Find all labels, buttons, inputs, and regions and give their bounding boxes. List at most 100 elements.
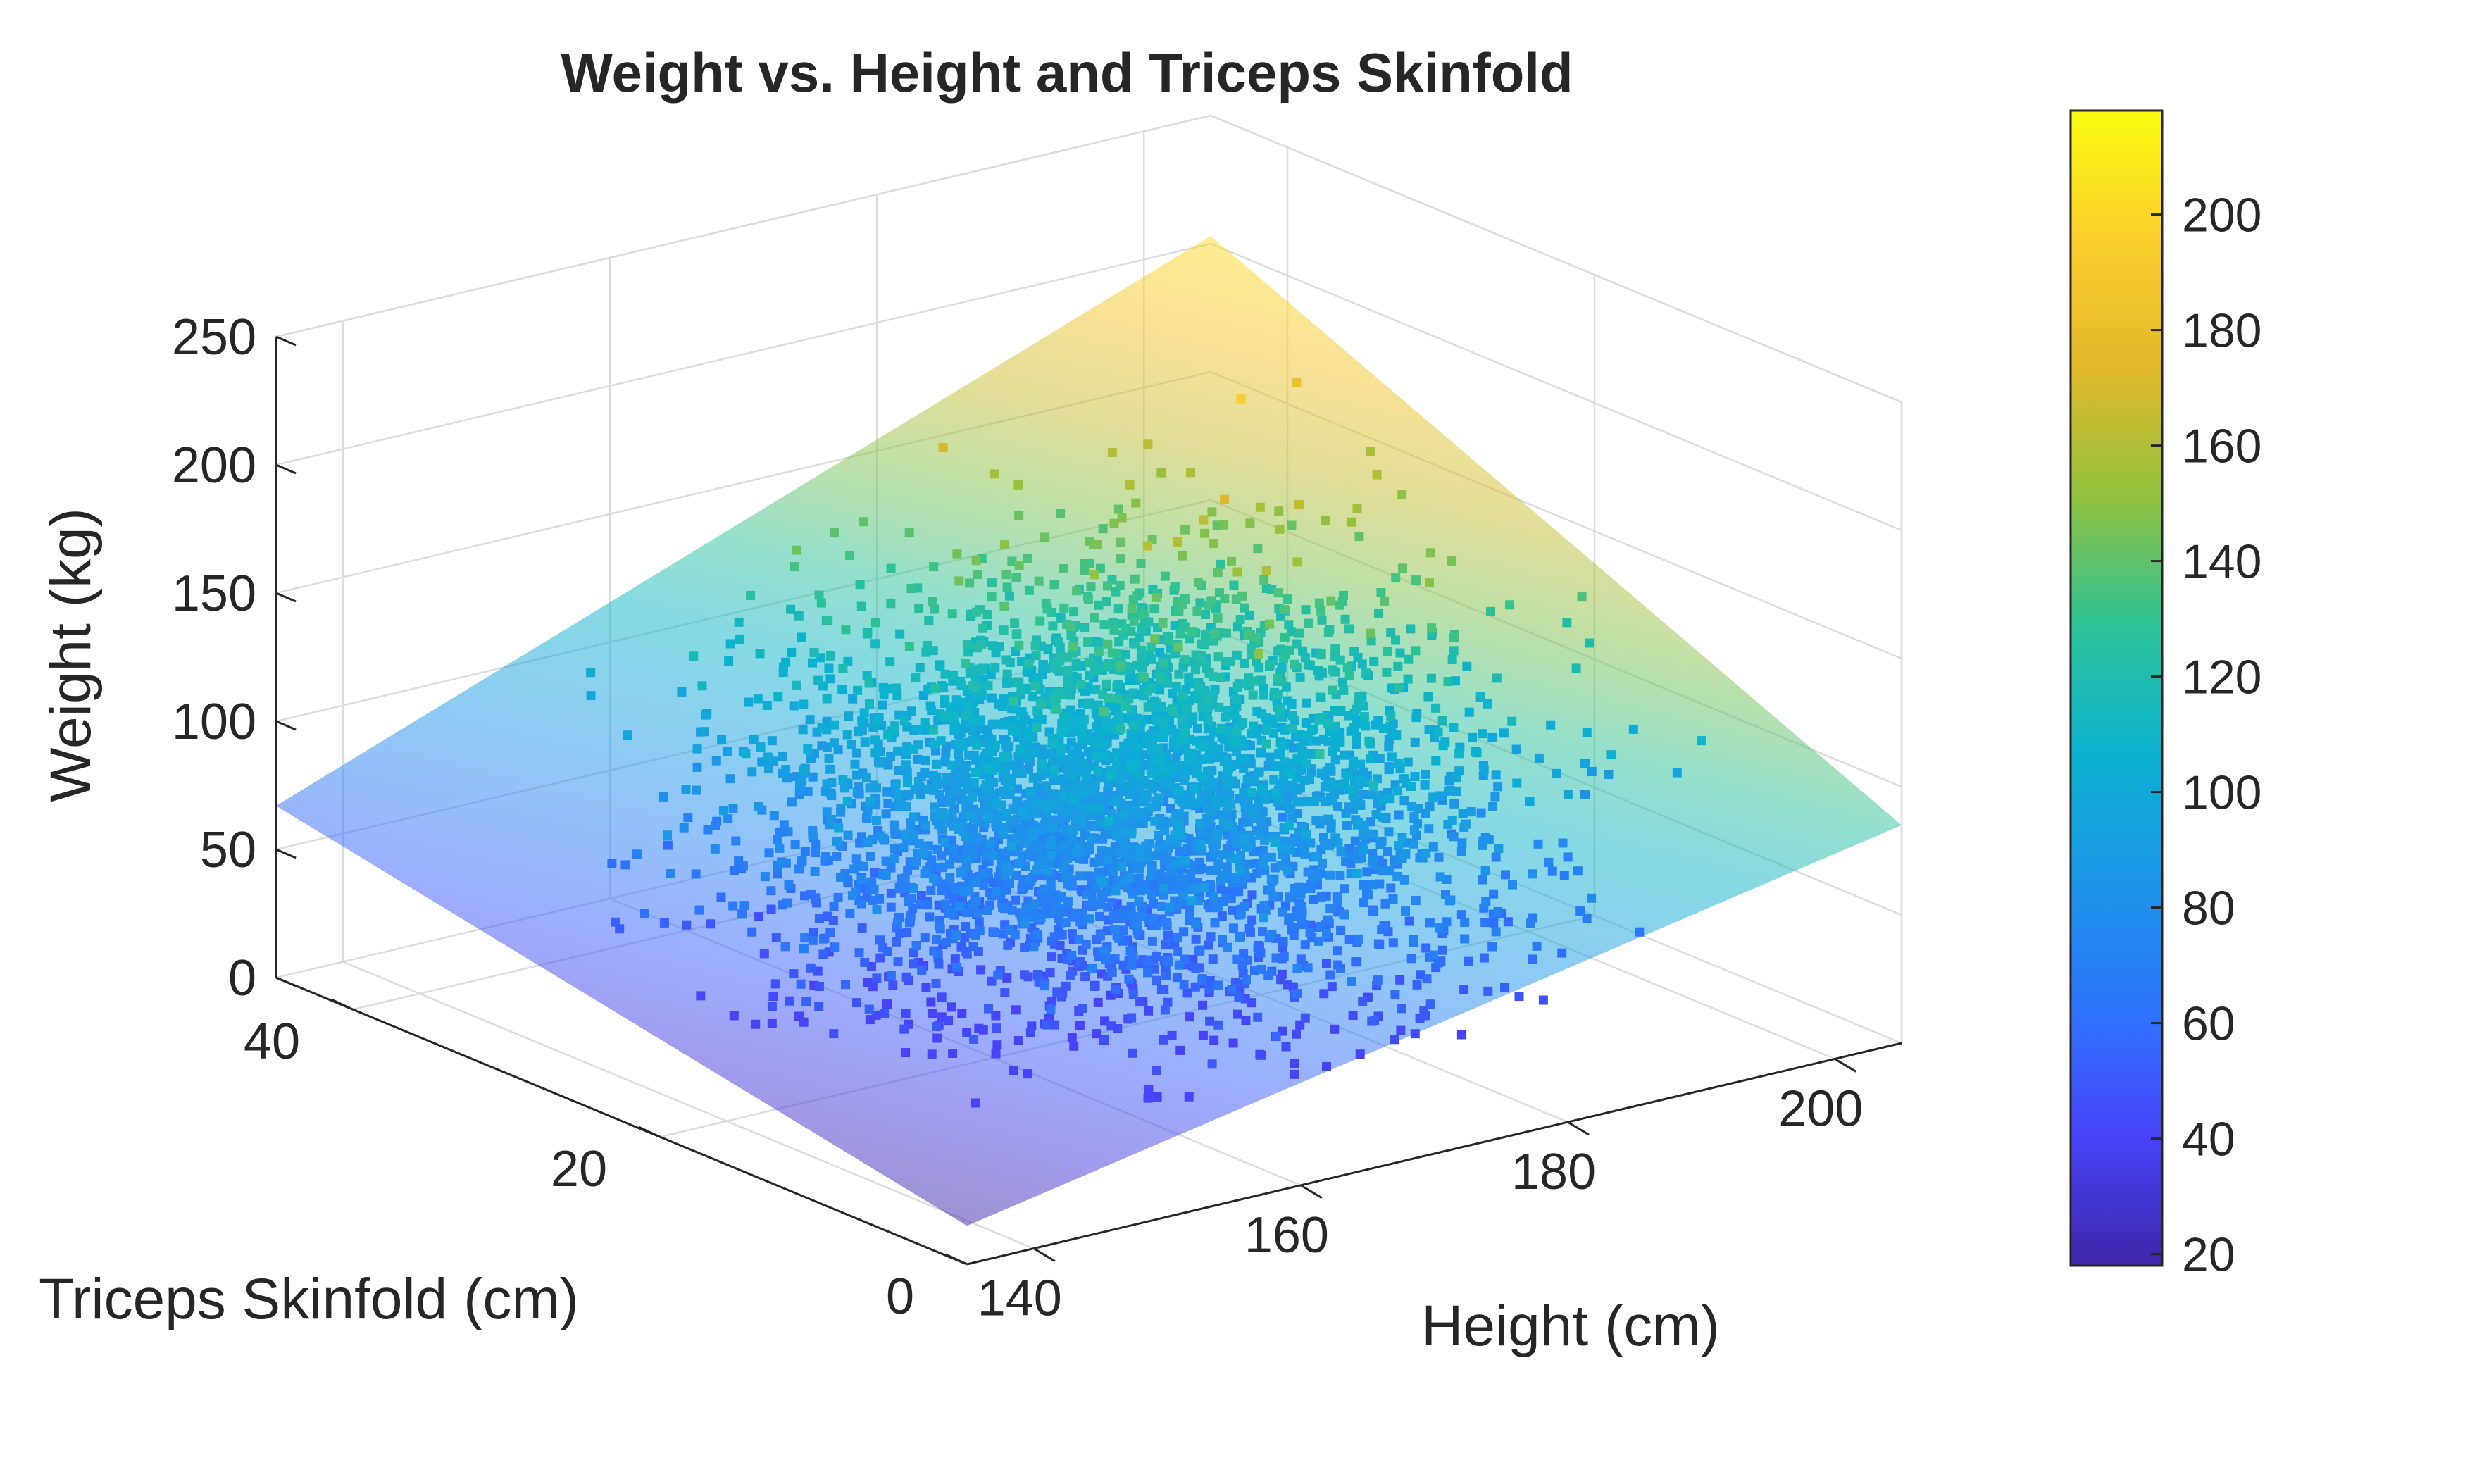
scatter-point [1056,651,1066,661]
scatter-point [810,867,820,876]
scatter-point [1230,873,1240,883]
scatter-point [1444,896,1454,906]
x-tick [1033,1247,1056,1262]
scatter-point [1425,548,1435,558]
scatter-point [1011,727,1021,737]
scatter-point [960,887,970,897]
scatter-point [1131,742,1141,752]
scatter-point [913,754,923,764]
scatter-point [859,517,868,527]
scatter-point [1025,1028,1035,1037]
scatter-point [1280,725,1290,735]
scatter-point [872,816,881,825]
scatter-point [789,969,799,979]
scatter-point [1421,848,1431,858]
scatter-point [1012,796,1022,806]
scatter-point [834,823,844,833]
scatter-point [1209,539,1218,549]
scatter-point [900,830,910,840]
scatter-point [1218,935,1227,944]
scatter-point [659,792,668,802]
scatter-point [1172,884,1182,894]
scatter-point [1213,1020,1223,1030]
scatter-point [1127,829,1137,839]
scatter-point [830,720,840,730]
z-tick-label: 100 [172,694,256,750]
scatter-point [1213,568,1223,578]
scatter-point [1290,659,1299,669]
scatter-point [1095,931,1105,941]
scatter-point [1209,636,1218,646]
scatter-point [878,833,888,843]
scatter-point [870,735,880,745]
scatter-point [692,744,702,754]
scatter-point [1199,742,1209,752]
scatter-point [1323,719,1333,729]
scatter-point [1340,884,1349,894]
scatter-point [1108,866,1118,876]
scatter-point [1128,594,1138,604]
scatter-point [744,697,754,707]
scatter-point [710,844,720,854]
scatter-point [1111,797,1121,806]
scatter-point [1108,912,1118,921]
scatter-point [962,1028,972,1037]
scatter-point [741,749,751,759]
scatter-point [1204,817,1213,827]
scatter-point [875,758,885,768]
scatter-point [1225,799,1235,809]
scatter-point [1342,821,1352,830]
scatter-point [871,1010,881,1020]
scatter-point [1066,621,1075,631]
scatter-point [1335,600,1344,610]
scatter-point [1275,704,1285,714]
scatter-point [1449,832,1459,842]
scatter-point [683,813,693,823]
y-axis-line [275,976,968,1266]
scatter-point [913,776,923,786]
scatter-point [794,611,804,621]
scatter-point [1275,524,1285,534]
scatter-point [1143,686,1153,696]
scatter-point [1037,698,1046,708]
scatter-point [1411,646,1421,656]
scatter-point [957,697,967,707]
scatter-point [663,840,673,850]
scatter-point [1133,769,1143,779]
scatter-point [749,735,759,744]
scatter-point [798,725,808,735]
scatter-point [1090,982,1099,991]
scatter-point [926,885,936,895]
scatter-point [1223,820,1232,830]
scatter-point [1292,785,1302,795]
y-tick [638,1126,661,1138]
scatter-point [1494,844,1504,854]
scatter-point [1287,711,1297,721]
scatter-point [783,827,793,837]
scatter-point [1102,660,1112,670]
scatter-point [1390,990,1400,999]
scatter-point [1388,894,1398,904]
scatter-point [1316,892,1326,902]
scatter-point [1098,834,1108,844]
scatter-point [1355,800,1365,809]
scatter-point [930,604,940,614]
scatter-point [766,904,776,914]
scatter-point [1336,964,1345,973]
scatter-point [1317,615,1327,625]
scatter-point [1384,763,1394,773]
scatter-point [738,861,748,871]
scatter-point [623,730,632,740]
scatter-point [1068,641,1078,651]
scatter-point [847,740,856,749]
scatter-point [1345,850,1355,860]
scatter-point [1324,780,1334,790]
scatter-point [1487,732,1497,742]
scatter-point [1361,668,1371,678]
scatter-point [823,616,833,625]
scatter-point [989,778,999,787]
scatter-point [984,812,994,822]
scatter-point [1037,715,1047,724]
scatter-point [1628,724,1638,734]
scatter-point [901,766,911,776]
